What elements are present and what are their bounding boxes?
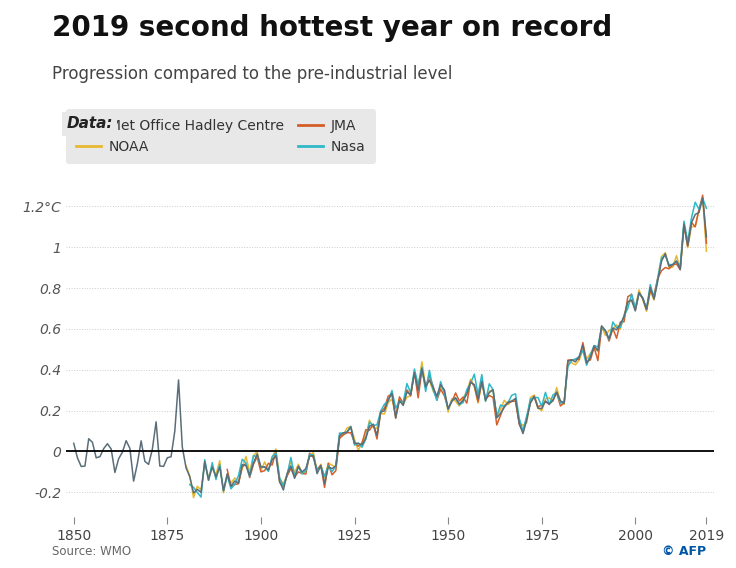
Text: Source: WMO: Source: WMO [52,545,131,558]
Text: Progression compared to the pre-industrial level: Progression compared to the pre-industri… [52,65,452,83]
Text: Data:: Data: [66,116,113,131]
Legend: Met Office Hadley Centre, NOAA, JMA, Nasa: Met Office Hadley Centre, NOAA, JMA, Nas… [66,109,375,164]
Text: 2019 second hottest year on record: 2019 second hottest year on record [52,14,612,42]
Text: © AFP: © AFP [662,545,707,558]
